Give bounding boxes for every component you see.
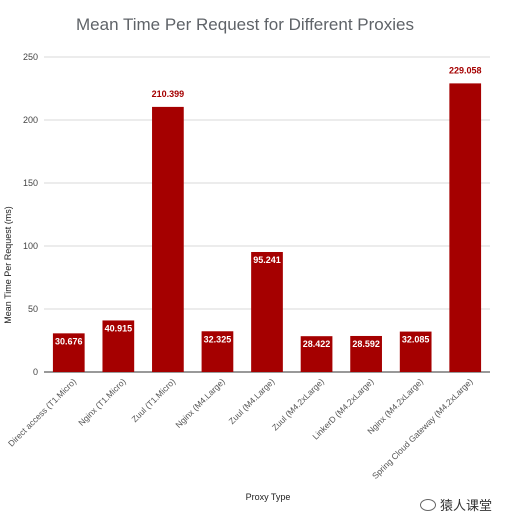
watermark-text: 猿人课堂: [440, 498, 493, 513]
x-tick-label: Zuul (M4.2xLarge): [270, 376, 326, 432]
y-tick-label: 250: [23, 52, 38, 62]
data-label: 28.592: [352, 339, 380, 349]
data-label: 30.676: [55, 336, 83, 346]
data-label: 40.915: [105, 323, 133, 333]
x-tick-label: Zuul (M4.Large): [227, 376, 277, 426]
watermark: 猿人课堂: [420, 495, 492, 514]
data-label: 229.058: [449, 65, 482, 75]
bar: [102, 320, 135, 372]
y-axis-title: Mean Time Per Request (ms): [3, 206, 13, 324]
bar: [251, 251, 283, 372]
y-tick-label: 100: [23, 241, 38, 251]
x-tick-label: Zuul (T1.Micro): [129, 376, 177, 424]
x-tick-label: Nginx (T1.Micro): [76, 376, 128, 428]
data-label: 28.422: [303, 339, 331, 349]
y-axis-ticks: 0 50 100 150 200 250: [23, 52, 38, 377]
x-axis-title: Proxy Type: [246, 492, 291, 502]
bar: [201, 331, 234, 372]
wechat-icon: [420, 498, 436, 511]
bar: [449, 83, 482, 373]
bar: [350, 335, 382, 372]
data-labels: 30.676 40.915 210.399 32.325 95.241 28.422 28.…: [55, 65, 481, 349]
data-label: 95.241: [253, 255, 281, 265]
y-tick-label: 50: [28, 304, 38, 314]
x-tick-label: Direct access (T1.Micro): [6, 376, 78, 448]
y-tick-label: 200: [23, 115, 38, 125]
x-axis-ticks: Direct access (T1.Micro)Nginx (T1.Micro)…: [6, 376, 475, 481]
data-label: 210.399: [152, 89, 185, 99]
chart-title: Mean Time Per Request for Different Prox…: [76, 15, 414, 34]
data-label: 32.325: [204, 334, 232, 344]
data-label: 32.085: [402, 335, 430, 345]
bar: [300, 336, 333, 372]
bars: [52, 83, 482, 373]
x-tick-label: Spring Cloud Gateway (M4.2xLarge): [370, 376, 475, 481]
y-tick-label: 0: [33, 367, 38, 377]
y-tick-label: 150: [23, 178, 38, 188]
bar: [52, 333, 85, 372]
bar: [399, 331, 432, 372]
x-tick-label: Nginx (M4.Large): [173, 376, 227, 430]
bar: [152, 106, 184, 372]
